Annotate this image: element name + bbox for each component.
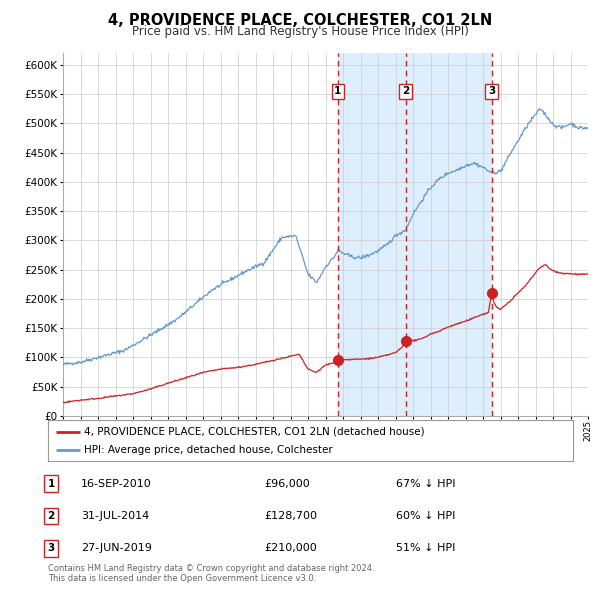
Text: £96,000: £96,000: [264, 478, 310, 489]
Text: Price paid vs. HM Land Registry's House Price Index (HPI): Price paid vs. HM Land Registry's House …: [131, 25, 469, 38]
Text: 3: 3: [47, 543, 55, 553]
Text: 4, PROVIDENCE PLACE, COLCHESTER, CO1 2LN: 4, PROVIDENCE PLACE, COLCHESTER, CO1 2LN: [108, 13, 492, 28]
Text: 1: 1: [334, 86, 341, 96]
Text: 51% ↓ HPI: 51% ↓ HPI: [396, 543, 455, 553]
Text: 4, PROVIDENCE PLACE, COLCHESTER, CO1 2LN (detached house): 4, PROVIDENCE PLACE, COLCHESTER, CO1 2LN…: [84, 427, 424, 437]
Text: 16-SEP-2010: 16-SEP-2010: [81, 478, 152, 489]
Text: 3: 3: [488, 86, 495, 96]
Bar: [338, 53, 491, 416]
Text: 2: 2: [47, 511, 55, 521]
Text: 1: 1: [47, 478, 55, 489]
Text: 27-JUN-2019: 27-JUN-2019: [81, 543, 152, 553]
Text: Contains HM Land Registry data © Crown copyright and database right 2024.
This d: Contains HM Land Registry data © Crown c…: [48, 563, 374, 583]
Text: 67% ↓ HPI: 67% ↓ HPI: [396, 478, 455, 489]
Text: 2: 2: [402, 86, 409, 96]
Text: 31-JUL-2014: 31-JUL-2014: [81, 511, 149, 521]
Text: HPI: Average price, detached house, Colchester: HPI: Average price, detached house, Colc…: [84, 445, 332, 455]
Text: 60% ↓ HPI: 60% ↓ HPI: [396, 511, 455, 521]
Text: £210,000: £210,000: [264, 543, 317, 553]
Text: £128,700: £128,700: [264, 511, 317, 521]
